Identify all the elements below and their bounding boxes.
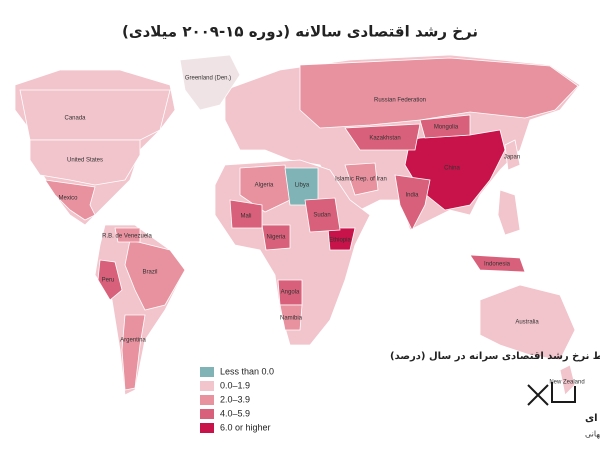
- legend-label: Less than 0.0: [220, 366, 274, 376]
- country-label: Canada: [64, 116, 86, 122]
- country-label: Libya: [295, 183, 310, 189]
- brand-source: مرجع :بانک جهانی: [585, 430, 600, 439]
- country-labels: Canada United States Mexico Brazil Argentina…: [58, 76, 584, 386]
- country-label: Indonesia: [484, 262, 511, 268]
- country-label: India: [405, 193, 419, 199]
- country-shape: [479, 284, 576, 361]
- legend-swatch: [200, 395, 214, 405]
- country-shape: [261, 224, 291, 251]
- country-label: Algeria: [255, 183, 274, 189]
- country-shape: [121, 314, 146, 391]
- country-shape: [504, 139, 521, 171]
- country-label: United States: [67, 158, 103, 164]
- country-shape: [559, 364, 576, 396]
- country-shape: [419, 114, 471, 139]
- country-label: Greenland (Den.): [185, 76, 231, 82]
- country-label: China: [444, 166, 460, 172]
- logo-mark: [527, 384, 549, 406]
- country-shape: [344, 123, 421, 151]
- country-label: Japan: [504, 155, 520, 161]
- country-label: Ethiopia: [329, 238, 351, 244]
- country-label: Brazil: [142, 270, 157, 276]
- country-label: Argentina: [120, 338, 146, 344]
- southeast-asia-islands: [497, 189, 521, 236]
- country-shape: [344, 162, 379, 196]
- country-shape: [44, 179, 96, 221]
- country-shape: [304, 197, 341, 233]
- brand-logo: [527, 382, 576, 406]
- legend-title: متوسط نرخ رشد اقتصادی سرانه در سال (درصد…: [390, 351, 600, 362]
- brand-name: شاخص های شهری و منطقه ای: [585, 413, 600, 424]
- country-label: R.B. de Venezuela: [102, 234, 152, 240]
- map-title: نرخ رشد اقتصادی سالانه (دوره ۱۵-۲۰۰۹ میل…: [122, 23, 478, 41]
- country-label: Nigeria: [266, 235, 286, 241]
- country-shape: [19, 89, 171, 141]
- country-shape: [327, 227, 356, 251]
- country-shape: [29, 139, 141, 186]
- country-shape: [114, 227, 141, 243]
- country-shape: [229, 199, 263, 229]
- country-shape: [394, 174, 431, 231]
- legend-swatch: [200, 409, 214, 419]
- legend-label: 4.0–5.9: [220, 408, 250, 418]
- country-shape: [279, 304, 303, 331]
- country-layer: [19, 54, 579, 396]
- country-label: Sudan: [313, 213, 330, 219]
- country-shape: [179, 54, 241, 111]
- country-label: Australia: [515, 320, 539, 326]
- country-label: Namibia: [280, 316, 303, 322]
- legend-swatch: [200, 381, 214, 391]
- country-label: New Zealand: [549, 380, 584, 386]
- country-label: Peru: [102, 278, 115, 284]
- legend-swatch: [200, 367, 214, 377]
- logo-glyph: [551, 382, 576, 403]
- legend-swatch: [200, 423, 214, 433]
- legend-label: 2.0–3.9: [220, 394, 250, 404]
- country-shape: [239, 164, 291, 213]
- country-label: Mali: [240, 214, 251, 220]
- country-shape: [124, 239, 186, 311]
- country-label: Angola: [281, 290, 300, 296]
- country-label: Mongolia: [434, 125, 459, 131]
- country-shape: [299, 57, 579, 129]
- country-label: Russian Federation: [374, 98, 426, 104]
- legend-label: 0.0–1.9: [220, 380, 250, 390]
- country-shape: [97, 259, 123, 301]
- country-label: Islamic Rep. of Iran: [335, 177, 387, 183]
- country-shape: [469, 254, 526, 273]
- legend: Less than 0.0 0.0–1.9 2.0–3.9 4.0–5.9 6.0 or…: [200, 366, 274, 433]
- country-label: Kazakhstan: [369, 136, 400, 142]
- country-label: Mexico: [58, 196, 78, 202]
- legend-label: 6.0 or higher: [220, 422, 271, 432]
